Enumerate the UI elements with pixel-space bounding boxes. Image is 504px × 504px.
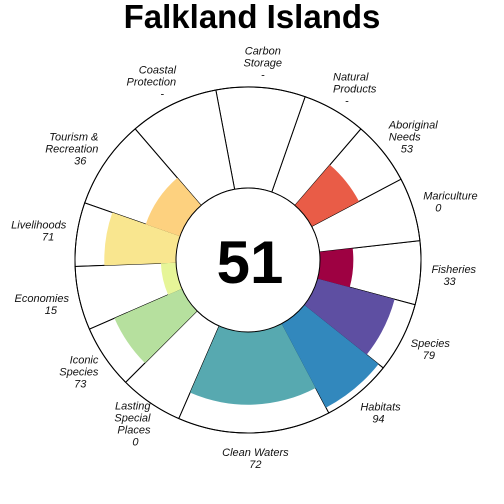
label-name-aboriginal-needs: Aboriginal — [388, 120, 438, 132]
label-name-fisheries: Fisheries — [431, 264, 476, 276]
label-name-carbon-storage: Storage — [244, 58, 283, 70]
label-species: Species 79 — [411, 338, 451, 362]
petal-fills — [104, 164, 395, 408]
label-value-livelihoods: 71 — [42, 231, 54, 243]
petal-tourism-and-recreation — [145, 177, 202, 237]
label-name-natural-products: Natural — [333, 72, 369, 84]
overall-score: 51 — [217, 229, 284, 296]
label-name-aboriginal-needs: Needs — [389, 132, 421, 144]
label-name-iconic-species: Species — [59, 367, 99, 379]
label-name-iconic-species: Iconic — [70, 355, 99, 367]
label-fisheries: Fisheries 33 — [431, 264, 476, 288]
label-name-tourism-and-recreation: Tourism & — [49, 131, 98, 143]
label-value-mariculture: 0 — [435, 203, 442, 215]
label-value-tourism-and-recreation: 36 — [74, 155, 87, 167]
label-value-lasting-special-places: 0 — [132, 437, 139, 449]
label-aboriginal-needs: Aboriginal Needs 53 — [388, 120, 438, 156]
label-value-species: 79 — [423, 350, 435, 362]
label-name-lasting-special-places: Lasting — [115, 401, 151, 413]
label-name-clean-waters: Clean Waters — [222, 447, 289, 459]
label-value-coastal-protection: - — [160, 89, 164, 101]
petal-habitats — [281, 304, 379, 408]
label-habitats: Habitats 94 — [360, 401, 401, 425]
label-mariculture: Mariculture 0 — [423, 191, 477, 215]
label-name-natural-products: Products — [333, 84, 377, 96]
label-name-economies: Economies — [15, 293, 70, 305]
label-value-iconic-species: 73 — [74, 379, 87, 391]
label-name-species: Species — [411, 338, 451, 350]
label-name-livelihoods: Livelihoods — [11, 219, 67, 231]
label-name-lasting-special-places: Special — [114, 413, 151, 425]
label-name-habitats: Habitats — [360, 401, 401, 413]
label-natural-products: Natural Products - — [333, 72, 377, 108]
outer-ring — [74, 86, 422, 434]
chart-title: Falkland Islands — [124, 0, 381, 35]
label-livelihoods: Livelihoods 71 — [11, 219, 67, 243]
petal-species — [304, 278, 395, 355]
label-name-lasting-special-places: Places — [117, 425, 151, 437]
label-value-economies: 15 — [45, 305, 58, 317]
label-value-habitats: 94 — [372, 413, 384, 425]
petal-iconic-species — [114, 288, 198, 364]
label-value-natural-products: - — [345, 96, 349, 108]
label-economies: Economies 15 — [15, 293, 70, 317]
label-name-coastal-protection: Protection — [127, 77, 177, 89]
petal-clean-waters — [190, 323, 316, 405]
label-iconic-species: Iconic Species 73 — [59, 355, 99, 391]
label-value-carbon-storage: - — [261, 70, 265, 82]
label-name-carbon-storage: Carbon — [245, 46, 281, 58]
petal-aboriginal-needs — [294, 164, 359, 227]
label-name-coastal-protection: Coastal — [139, 65, 177, 77]
label-value-fisheries: 33 — [443, 276, 456, 288]
label-coastal-protection: Coastal Protection - — [127, 65, 177, 101]
center-circle — [175, 187, 321, 333]
label-value-clean-waters: 72 — [249, 459, 261, 471]
label-lasting-special-places: Lasting Special Places 0 — [114, 401, 151, 449]
label-tourism-and-recreation: Tourism & Recreation 36 — [45, 131, 98, 167]
petal-fisheries — [317, 248, 354, 288]
label-clean-waters: Clean Waters 72 — [222, 447, 289, 471]
petal-livelihoods — [104, 212, 181, 266]
label-carbon-storage: Carbon Storage - — [244, 46, 283, 82]
label-name-mariculture: Mariculture — [423, 191, 477, 203]
label-value-aboriginal-needs: 53 — [401, 144, 414, 156]
label-name-tourism-and-recreation: Recreation — [45, 143, 98, 155]
